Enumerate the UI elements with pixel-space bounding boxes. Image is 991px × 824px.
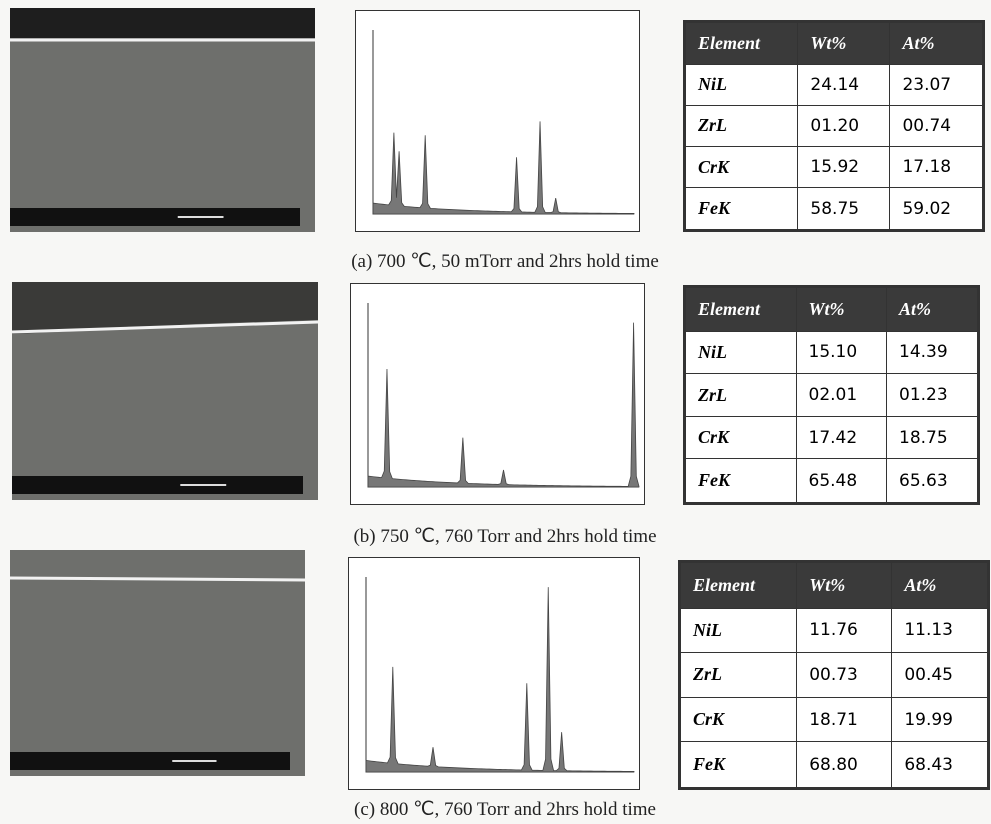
spectrum-frame [350,283,645,505]
sem-background [10,8,315,232]
value-cell: 17.42 [795,415,888,460]
column-header: Element [683,21,799,65]
header-row: Element Wt% At% [684,286,979,332]
value-cell: 01.23 [886,373,979,417]
table-row: ZrL 00.73 00.45 [678,652,989,698]
spectrum-frame [348,557,640,790]
table-row: ZrL 01.20 00.74 [683,104,984,148]
eds-spectrum [355,10,640,232]
element-name: NiL [678,607,798,654]
value-cell: 14.39 [886,330,979,375]
sem-image [10,550,305,776]
column-header: Wt% [796,561,893,609]
element-name: NiL [683,63,799,106]
element-name: ZrL [684,373,797,417]
caption: (b) 750 ℃, 760 Torr and 2hrs hold time [353,526,657,547]
value-cell: 11.76 [796,607,893,654]
element-name: CrK [684,415,797,460]
value-cell: 18.71 [796,696,893,743]
element-name: NiL [684,330,797,375]
table-row: NiL 11.76 11.13 [678,607,989,654]
sem-top [10,8,315,38]
table-row: CrK 18.71 19.99 [678,696,989,743]
element-name: FeK [683,187,799,231]
value-cell: 00.73 [796,652,893,698]
element-name: ZrL [678,652,798,698]
value-cell: 00.45 [891,652,989,698]
eds-spectrum [350,283,645,505]
value-cell: 01.20 [797,104,891,148]
column-header: Wt% [797,21,891,65]
spectrum-trace [367,322,640,488]
caption: (a) 700 ℃, 50 mTorr and 2hrs hold time [351,251,659,272]
column-header: At% [889,21,984,65]
table-row: FeK 65.48 65.63 [684,458,979,504]
value-cell: 17.18 [889,145,984,189]
value-cell: 19.99 [891,696,989,743]
eds-spectrum [348,557,640,790]
header-row: Element Wt% At% [678,561,989,609]
value-cell: 58.75 [797,187,891,231]
value-cell: 59.02 [889,187,984,231]
table-row: ZrL 02.01 01.23 [684,373,979,417]
value-cell: 23.07 [889,63,984,106]
header-row: Element Wt% At% [683,21,984,65]
caption: (c) 800 ℃, 760 Torr and 2hrs hold time [354,799,656,820]
value-cell: 11.13 [891,607,989,654]
composition-table: Element Wt% At% NiL 24.14 23.07 ZrL 01.20 00.74 C… [683,20,985,232]
sem-scalebar [10,208,300,226]
sem-image [10,8,315,232]
table-row: NiL 15.10 14.39 [684,330,979,375]
column-header: Element [684,286,797,332]
value-cell: 68.80 [796,741,893,789]
value-cell: 00.74 [889,104,984,148]
table-row: NiL 24.14 23.07 [683,63,984,106]
value-cell: 15.10 [795,330,888,375]
value-cell: 15.92 [797,145,891,189]
table-row: CrK 17.42 18.75 [684,415,979,460]
value-cell: 65.48 [795,458,888,504]
composition-table: Element Wt% At% NiL 15.10 14.39 ZrL 02.01 01.23 C… [683,285,980,505]
column-header: Wt% [795,286,888,332]
element-name: FeK [678,741,798,789]
spectrum-trace [372,121,635,215]
value-cell: 24.14 [797,63,891,106]
sem-interface [12,320,318,334]
value-cell: 18.75 [886,415,979,460]
sem-interface [10,576,305,582]
column-header: At% [886,286,979,332]
column-header: Element [678,561,798,609]
element-name: ZrL [683,104,799,148]
value-cell: 65.63 [886,458,979,504]
composition-table: Element Wt% At% NiL 11.76 11.13 ZrL 00.73 00.45 C… [678,560,990,790]
column-header: At% [891,561,989,609]
sem-scalebar [12,476,303,494]
sem-top [12,282,318,334]
table-row: FeK 58.75 59.02 [683,187,984,231]
element-name: FeK [684,458,797,504]
element-name: CrK [678,696,798,743]
value-cell: 68.43 [891,741,989,789]
spectrum-frame [355,10,640,232]
sem-background [10,550,305,776]
table-row: FeK 68.80 68.43 [678,741,989,789]
table-row: CrK 15.92 17.18 [683,145,984,189]
value-cell: 02.01 [795,373,888,417]
sem-scalebar [10,752,290,770]
sem-image [12,282,318,500]
spectrum-trace [365,587,635,773]
element-name: CrK [683,145,799,189]
